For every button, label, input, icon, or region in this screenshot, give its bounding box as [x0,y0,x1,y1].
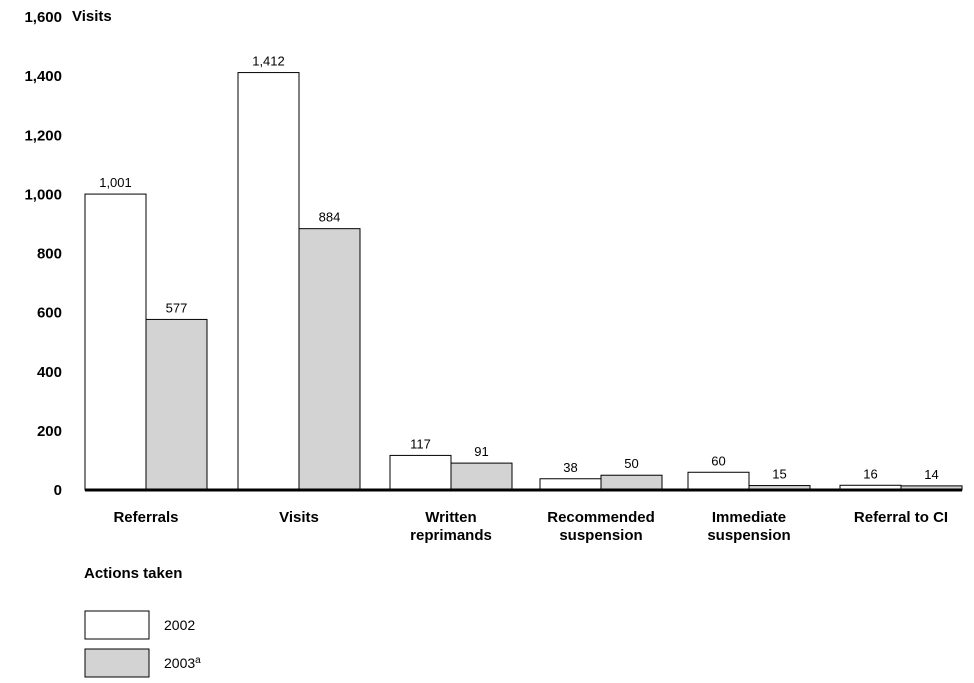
legend-swatch-2003 [84,648,150,678]
y-axis-ticks: 0 200 400 600 800 1,000 1,200 1,400 1,600 [24,9,62,499]
category-label: Written [425,509,476,526]
y-tick-label: 1,600 [24,9,62,26]
bar-2002-3 [539,478,602,491]
bar-2003-3 [600,474,663,491]
data-label: 15 [772,467,786,482]
legend-label: 2002 [164,617,195,633]
data-label: 1,412 [252,54,285,69]
y-tick-label: 1,200 [24,127,62,144]
bar-2002-0 [84,193,147,491]
bar-2003-2 [450,462,513,491]
bar-2002-1 [237,72,300,491]
x-axis-title: Actions taken [84,565,182,582]
data-label: 117 [410,436,431,451]
data-label: 1,001 [99,175,132,190]
data-label: 577 [166,300,188,315]
y-tick-label: 1,400 [24,68,62,85]
category-label: reprimands [410,527,492,544]
category-label: Referrals [113,509,178,526]
y-tick-label: 0 [54,482,62,499]
data-label: 50 [624,456,638,471]
data-labels: 1,001 1,412 117 38 60 16 577 884 91 50 15 14 [99,54,939,482]
y-tick-label: 1,000 [24,186,62,203]
data-label: 16 [863,466,877,481]
y-tick-label: 200 [37,423,62,440]
data-label: 60 [711,453,725,468]
bars [84,72,963,491]
category-label: suspension [559,527,642,544]
category-label: Immediate [712,509,786,526]
data-label: 14 [924,467,938,482]
category-label: suspension [707,527,790,544]
y-tick-label: 400 [37,364,62,381]
legend-footnote-marker: a [195,655,201,666]
data-label: 884 [319,210,341,225]
bar-2003-0 [145,318,208,491]
bar-2002-4 [687,471,750,491]
category-label: Visits [279,509,319,526]
y-axis-title: Visits [72,8,112,25]
legend-label: 2003a [164,655,201,671]
category-label: Referral to CI [854,509,948,526]
data-label: 91 [474,444,488,459]
y-tick-label: 800 [37,246,62,263]
bar-2003-1 [298,228,361,491]
legend: 2002 2003a [84,610,201,678]
y-tick-label: 600 [37,305,62,322]
bar-2002-2 [389,454,452,491]
legend-swatch-2002 [84,610,150,640]
data-label: 38 [563,460,577,475]
category-label: Recommended [547,509,655,526]
